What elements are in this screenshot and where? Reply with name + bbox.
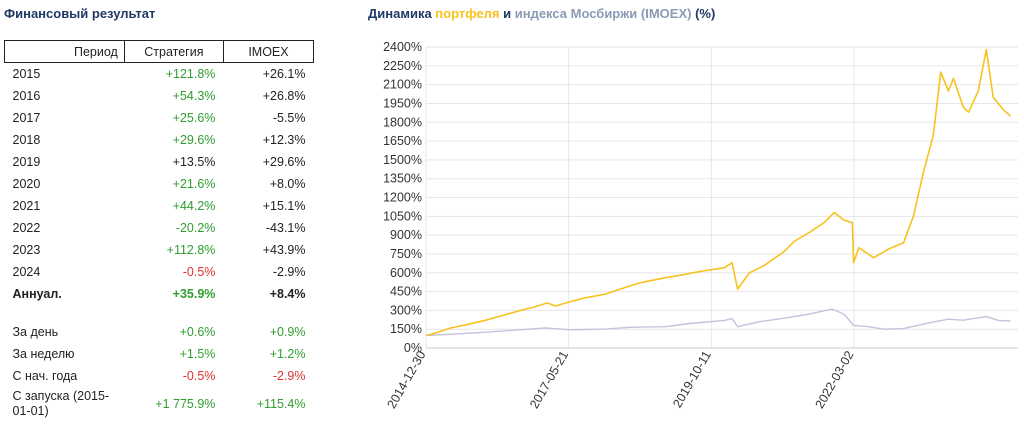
row-period: 2020 bbox=[12, 177, 41, 191]
row-period: 2022 bbox=[12, 221, 41, 235]
row-imoex: +43.9% bbox=[262, 243, 306, 257]
row-period: За неделю bbox=[12, 347, 75, 361]
y-tick-label: 1500% bbox=[383, 153, 422, 167]
y-tick-label: 1650% bbox=[383, 134, 422, 148]
row-imoex: -2.9% bbox=[272, 265, 306, 279]
y-tick-label: 300% bbox=[390, 303, 422, 317]
table-row: За день +0.6% +0.9% bbox=[5, 321, 314, 343]
portfolio-series-line bbox=[425, 48, 1012, 337]
table-header-row: Период Стратегия IMOEX bbox=[4, 40, 315, 63]
row-strategy: +25.6% bbox=[172, 111, 216, 125]
header-imoex: IMOEX bbox=[222, 40, 315, 63]
row-period: 2017 bbox=[12, 111, 41, 125]
row-imoex: +29.6% bbox=[262, 155, 306, 169]
table-row: 2016 +54.3% +26.8% bbox=[5, 85, 314, 107]
portfolio-vs-imoex-chart: 0% 150% 300% 450% 600% 750% 900% 1050% 1200% 1350… bbox=[383, 40, 1018, 411]
table-row: 2018 +29.6% +12.3% bbox=[5, 129, 314, 151]
spacer-cell bbox=[5, 305, 314, 321]
y-tick-label: 1350% bbox=[383, 172, 422, 186]
row-imoex: +26.1% bbox=[262, 67, 306, 81]
row-strategy: -0.5% bbox=[182, 369, 216, 383]
table-row: 2019 +13.5% +29.6% bbox=[5, 151, 314, 173]
table-body: 2015 +121.8% +26.1% 2016 +54.3% +26.8% 2017 +25… bbox=[5, 63, 314, 422]
table-row: За неделю +1.5% +1.2% bbox=[5, 343, 314, 365]
y-tick-label: 1950% bbox=[383, 96, 422, 110]
row-strategy: +29.6% bbox=[172, 133, 216, 147]
row-period: 2015 bbox=[12, 67, 41, 81]
y-tick-label: 0% bbox=[404, 341, 422, 355]
row-strategy: -20.2% bbox=[175, 221, 216, 235]
row-strategy: +13.5% bbox=[172, 155, 216, 169]
row-period: С нач. года bbox=[12, 369, 78, 383]
row-strategy: +0.6% bbox=[179, 325, 216, 339]
table-row: 2023 +112.8% +43.9% bbox=[5, 239, 314, 261]
x-tick-label: 2019-10-11 bbox=[670, 348, 714, 410]
row-imoex: +12.3% bbox=[262, 133, 306, 147]
chart-title-suffix: (%) bbox=[691, 6, 716, 21]
imoex-series-line bbox=[425, 308, 1011, 337]
row-strategy: +35.9% bbox=[172, 287, 216, 301]
table-row: 2024 -0.5% -2.9% bbox=[5, 261, 314, 283]
table-row: С запуска (2015-01-01) +1 775.9% +115.4% bbox=[5, 387, 314, 421]
y-tick-label: 900% bbox=[390, 228, 422, 242]
row-period: 2021 bbox=[12, 199, 41, 213]
row-period: 2019 bbox=[12, 155, 41, 169]
chart-title: Динамика портфеля и индекса Мосбиржи (IM… bbox=[368, 6, 715, 21]
row-imoex: +8.0% bbox=[269, 177, 306, 191]
row-strategy: +44.2% bbox=[172, 199, 216, 213]
y-tick-label: 2250% bbox=[383, 59, 422, 73]
chart-title-middle: и bbox=[499, 6, 515, 21]
row-imoex: -5.5% bbox=[272, 111, 306, 125]
y-tick-label: 2400% bbox=[383, 40, 422, 54]
row-period: 2024 bbox=[12, 265, 41, 279]
row-strategy: -0.5% bbox=[182, 265, 216, 279]
row-strategy: +121.8% bbox=[165, 67, 216, 81]
row-period: 2023 bbox=[12, 243, 41, 257]
header-period: Период bbox=[4, 40, 125, 63]
y-tick-label: 600% bbox=[390, 266, 422, 280]
y-tick-label: 450% bbox=[390, 285, 422, 299]
y-tick-label: 750% bbox=[390, 247, 422, 261]
chart-title-prefix: Динамика bbox=[368, 6, 436, 21]
row-strategy: +21.6% bbox=[172, 177, 216, 191]
row-period: 2016 bbox=[12, 89, 41, 103]
y-tick-label: 150% bbox=[390, 322, 422, 336]
row-imoex: +115.4% bbox=[256, 396, 306, 411]
chart-title-index: индекса Мосбиржи (IMOEX) bbox=[514, 6, 692, 21]
row-period: Аннуал. bbox=[12, 287, 62, 301]
row-imoex: +26.8% bbox=[262, 89, 306, 103]
y-tick-label: 2100% bbox=[383, 78, 422, 92]
x-tick-label: 2022-03-02 bbox=[812, 348, 856, 410]
financial-result-title: Финансовый результат bbox=[4, 6, 156, 21]
row-imoex: +1.2% bbox=[269, 347, 306, 361]
table-row: 2022 -20.2% -43.1% bbox=[5, 217, 314, 239]
table-row: 2017 +25.6% -5.5% bbox=[5, 107, 314, 129]
row-imoex: +8.4% bbox=[269, 287, 306, 301]
chart-title-portfolio: портфеля bbox=[435, 6, 500, 21]
table-row: 2015 +121.8% +26.1% bbox=[5, 63, 314, 86]
table-row: С нач. года -0.5% -2.9% bbox=[5, 365, 314, 387]
row-period: С запуска (2015-01-01) bbox=[12, 389, 110, 418]
x-tick-label: 2017-05-21 bbox=[527, 348, 571, 410]
performance-table: Период Стратегия IMOEX 2015 +121.8% +26.1%… bbox=[4, 40, 315, 422]
y-tick-label: 1200% bbox=[383, 191, 422, 205]
table-row: Аннуал. +35.9% +8.4% bbox=[5, 283, 314, 305]
table-spacer bbox=[5, 305, 314, 321]
table-row: 2021 +44.2% +15.1% bbox=[5, 195, 314, 217]
y-tick-label: 1050% bbox=[383, 209, 422, 223]
row-strategy: +112.8% bbox=[166, 243, 216, 257]
row-period: 2018 bbox=[12, 133, 41, 147]
row-imoex: -43.1% bbox=[265, 221, 306, 235]
row-imoex: +15.1% bbox=[262, 199, 306, 213]
row-strategy: +1 775.9% bbox=[155, 396, 216, 411]
header-strategy: Стратегия bbox=[123, 40, 224, 63]
row-imoex: +0.9% bbox=[269, 325, 306, 339]
y-tick-label: 1800% bbox=[383, 115, 422, 129]
table-row: 2020 +21.6% +8.0% bbox=[5, 173, 314, 195]
row-strategy: +54.3% bbox=[172, 89, 216, 103]
row-strategy: +1.5% bbox=[179, 347, 216, 361]
x-tick-label: 2014-12-30 bbox=[384, 348, 428, 410]
row-period: За день bbox=[12, 325, 59, 339]
row-imoex: -2.9% bbox=[272, 369, 306, 383]
